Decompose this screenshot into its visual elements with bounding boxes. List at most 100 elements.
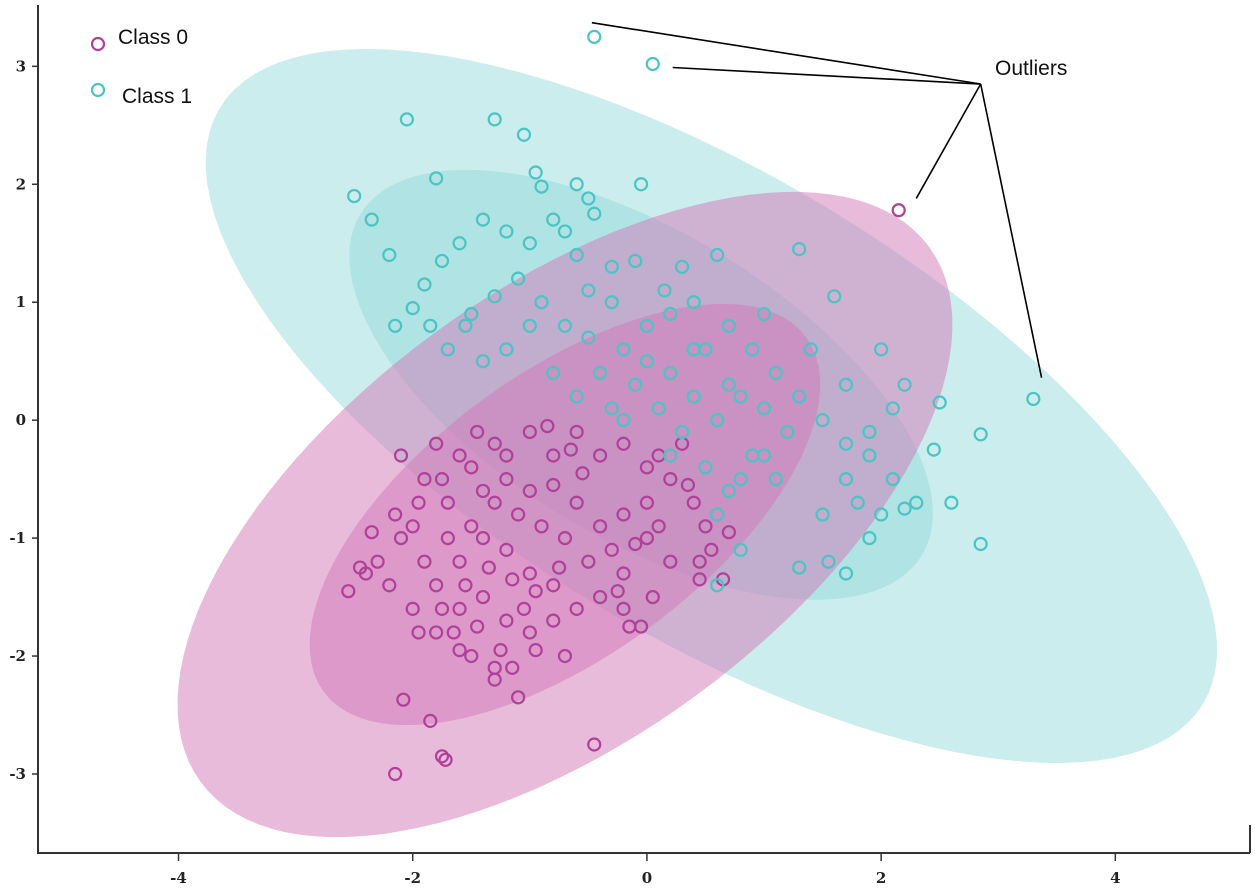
point-class-1 — [569, 177, 584, 192]
point-class-0 — [528, 643, 543, 658]
point-class-0 — [592, 519, 608, 534]
point-class-1 — [733, 389, 748, 404]
point-class-1 — [405, 301, 420, 316]
point-class-0 — [493, 643, 508, 658]
point-class-1 — [581, 283, 596, 298]
point-class-0 — [464, 648, 479, 664]
point-class-0 — [417, 554, 432, 569]
point-class-1 — [587, 29, 602, 44]
point-class-1 — [850, 495, 865, 510]
point-class-1 — [452, 236, 467, 251]
point-class-0 — [522, 424, 537, 440]
point-class-0 — [396, 692, 411, 707]
point-class-0 — [429, 625, 444, 640]
point-class-1 — [756, 401, 772, 416]
point-class-1 — [663, 365, 678, 381]
point-class-1 — [364, 212, 379, 227]
point-class-0 — [552, 560, 567, 575]
point-class-0 — [487, 495, 502, 510]
point-class-1 — [710, 413, 725, 428]
point-class-1 — [434, 253, 450, 269]
point-class-0 — [370, 554, 385, 569]
point-class-0 — [540, 418, 555, 434]
point-class-1 — [628, 253, 643, 269]
point-class-1 — [926, 442, 941, 457]
point-class-1 — [792, 389, 807, 404]
x-tick-label: -2 — [404, 869, 421, 887]
point-class-1 — [663, 306, 678, 322]
point-class-0 — [633, 619, 649, 634]
point-class-0 — [557, 648, 573, 664]
point-class-0 — [692, 572, 707, 587]
annotation-line — [915, 83, 982, 199]
point-class-1 — [657, 283, 672, 298]
point-class-0 — [511, 690, 526, 705]
point-class-0 — [382, 578, 397, 593]
point-class-1 — [604, 295, 619, 310]
point-class-0 — [434, 749, 450, 764]
point-class-1 — [686, 389, 701, 404]
point-class-1 — [815, 507, 830, 522]
point-class-0 — [546, 477, 561, 493]
point-class-0 — [516, 601, 532, 616]
point-class-0 — [411, 495, 426, 510]
point-class-1 — [721, 377, 736, 392]
y-tick-label: -1 — [9, 529, 26, 547]
point-class-0 — [438, 752, 453, 767]
point-class-0 — [569, 601, 584, 616]
point-class-0 — [499, 448, 514, 463]
point-class-1 — [721, 318, 736, 333]
point-class-1 — [651, 401, 666, 416]
point-class-0 — [704, 542, 719, 557]
point-class-1 — [534, 295, 549, 310]
y-tick-label: 1 — [16, 293, 26, 311]
point-class-0 — [680, 477, 696, 493]
point-class-0 — [464, 460, 479, 475]
point-class-1 — [499, 342, 514, 357]
point-class-0 — [499, 542, 514, 557]
point-class-1 — [862, 448, 877, 463]
point-class-1 — [944, 495, 959, 510]
point-class-0 — [663, 554, 678, 569]
point-class-0 — [616, 436, 631, 451]
point-class-1 — [862, 424, 877, 440]
point-class-1 — [557, 318, 573, 333]
point-class-1 — [499, 224, 514, 239]
point-class-1 — [633, 177, 649, 192]
point-class-0 — [393, 448, 409, 463]
point-class-1 — [581, 330, 596, 345]
point-class-0 — [364, 525, 379, 540]
point-class-1 — [1026, 391, 1041, 407]
point-class-0 — [452, 554, 467, 569]
point-class-0 — [592, 589, 608, 605]
point-class-1 — [645, 56, 660, 72]
point-class-1 — [780, 424, 795, 440]
point-class-0 — [587, 737, 602, 752]
point-class-1 — [604, 259, 619, 274]
point-class-1 — [721, 483, 736, 499]
point-class-1 — [803, 342, 818, 357]
x-tick-label: 4 — [1110, 869, 1120, 887]
point-class-1 — [587, 206, 602, 221]
point-class-0 — [481, 560, 496, 575]
point-class-0 — [891, 203, 906, 218]
point-class-0 — [616, 601, 631, 616]
annotation-line — [672, 66, 981, 85]
point-class-0 — [505, 660, 520, 675]
point-class-1 — [827, 289, 842, 304]
point-class-1 — [885, 401, 900, 416]
point-class-1 — [423, 318, 438, 333]
point-class-1 — [710, 247, 725, 263]
point-class-1 — [733, 472, 748, 487]
point-class-0 — [563, 442, 578, 457]
point-class-1 — [686, 342, 701, 357]
point-class-1 — [487, 289, 502, 304]
point-class-0 — [440, 530, 455, 546]
point-class-1 — [897, 377, 912, 392]
point-class-0 — [569, 424, 584, 440]
legend-label-class-1: Class 1 — [122, 85, 192, 108]
y-tick-label: 3 — [16, 57, 26, 75]
point-class-0 — [651, 519, 666, 534]
point-class-0 — [417, 472, 432, 487]
